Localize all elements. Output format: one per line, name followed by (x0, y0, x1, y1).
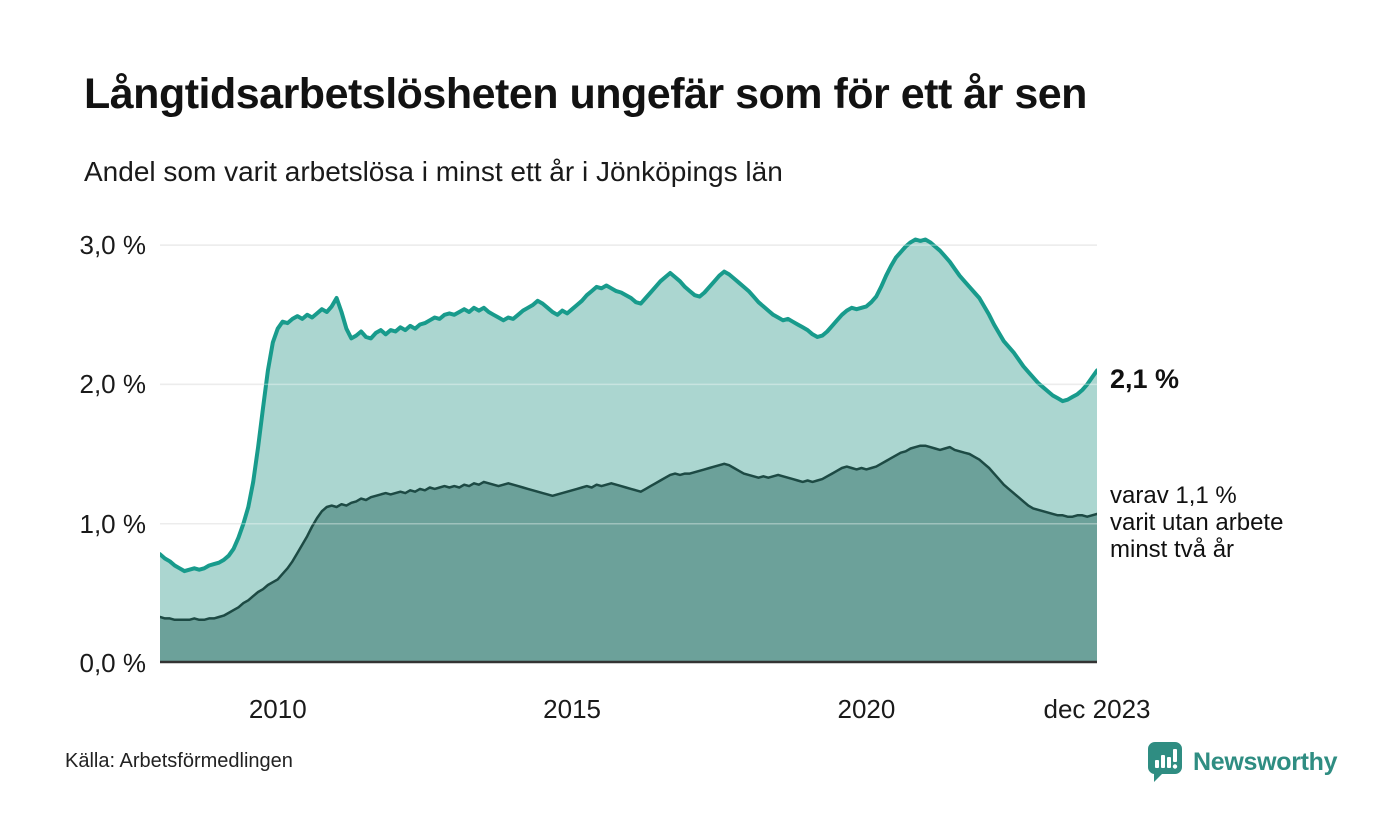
y-tick-label: 3,0 % (79, 230, 147, 261)
source-caption: Källa: Arbetsförmedlingen (65, 750, 293, 772)
chart-subtitle: Andel som varit arbetslösa i minst ett å… (84, 156, 783, 187)
y-tick-label: 1,0 % (79, 508, 147, 539)
x-tick-label: 2015 (543, 694, 601, 724)
x-tick-label: 2020 (837, 694, 896, 724)
series-line (158, 237, 1099, 574)
chart-svg (158, 237, 1099, 664)
x-tick-label: dec 2023 (1043, 694, 1151, 724)
latest-value-label: 2,1 % (1110, 364, 1180, 394)
area-chart (158, 230, 1099, 664)
logo-text: Newsworthy (1193, 747, 1338, 776)
secondary-value-line: varit utan arbete (1110, 509, 1284, 536)
newsworthy-logo: Newsworthy (1147, 740, 1338, 784)
secondary-value-line: varav 1,1 % (1110, 482, 1237, 509)
secondary-value-line: minst två år (1110, 536, 1235, 563)
bar-chart-speech-bubble-icon (1147, 742, 1182, 782)
x-tick-label: 2010 (248, 694, 307, 724)
series-line (158, 444, 1099, 622)
secondary-value-label: varav 1,1 % varit utan arbete minst två år (1110, 482, 1283, 563)
y-tick-label: 0,0 % (79, 648, 147, 678)
page-title: Långtidsarbetslösheten ungefär som för e… (84, 70, 1087, 118)
y-tick-label: 2,0 % (79, 369, 147, 400)
series-area (160, 445, 1097, 663)
